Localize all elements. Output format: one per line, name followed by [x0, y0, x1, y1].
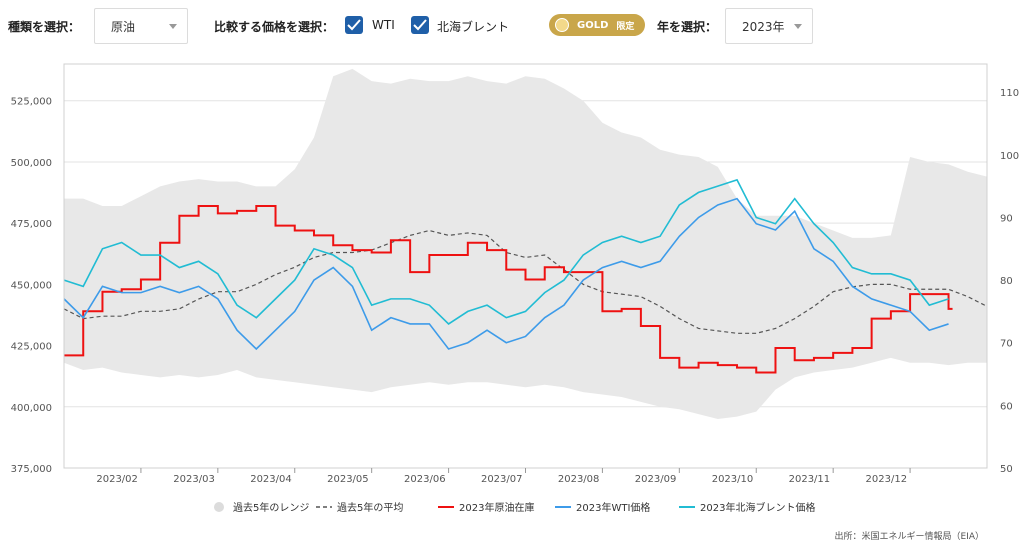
y-left-tick-label: 525,000: [11, 97, 52, 108]
year-select[interactable]: 2023年: [725, 8, 813, 44]
gold-badge: GOLD 限定: [549, 14, 645, 36]
legend-label: 2023年北海ブレント価格: [700, 501, 815, 514]
legend-label: 2023年原油在庫: [459, 501, 534, 514]
y-left-tick-label: 375,000: [11, 464, 52, 475]
x-tick-label: 2023/04: [250, 474, 292, 485]
check-icon: [413, 19, 427, 31]
legend-item-inventory[interactable]: 2023年原油在庫: [438, 501, 534, 514]
year-select-value: 2023年: [742, 19, 785, 34]
wti-checkbox[interactable]: [345, 16, 363, 34]
gold-coin-icon: [555, 18, 569, 32]
x-tick-label: 2023/11: [789, 474, 831, 485]
legend-item-range[interactable]: 過去5年のレンジ: [214, 501, 309, 514]
brent-checkbox[interactable]: [411, 16, 429, 34]
x-tick-label: 2023/03: [173, 474, 215, 485]
gold-badge-limited: 限定: [616, 21, 635, 32]
chevron-down-icon: [169, 24, 177, 29]
x-axis: 2023/02 2023/03 2023/04 2023/05 2023/06 2023/…: [96, 468, 911, 485]
legend-label: 過去5年のレンジ: [233, 501, 309, 514]
five-year-average-line: [63, 229, 988, 334]
y-axis-right: 50 60 70 80 90 100 110: [1000, 88, 1019, 475]
chevron-down-icon: [794, 24, 802, 29]
legend-label: 過去5年の平均: [337, 501, 403, 514]
y-right-tick-label: 70: [1000, 339, 1013, 350]
check-icon: [347, 19, 361, 31]
inventory-2023-line: [64, 205, 953, 374]
type-select[interactable]: 原油: [94, 8, 188, 44]
y-right-tick-label: 50: [1000, 464, 1013, 475]
y-right-tick-label: 100: [1000, 151, 1019, 162]
legend-item-average[interactable]: 過去5年の平均: [316, 501, 403, 514]
x-tick-label: 2023/05: [327, 474, 369, 485]
x-tick-label: 2023/02: [96, 474, 138, 485]
data-source-note: 出所：米国エネルギー情報局（EIA）: [834, 532, 985, 542]
y-right-tick-label: 80: [1000, 276, 1013, 287]
wti-checkbox-label[interactable]: WTI: [372, 18, 395, 32]
legend-swatch: [214, 502, 224, 512]
x-tick-label: 2023/07: [481, 474, 523, 485]
y-right-tick-label: 60: [1000, 401, 1013, 412]
legend-label: 2023年WTI価格: [576, 501, 650, 514]
type-select-label: 種類を選択：: [8, 20, 81, 34]
x-tick-label: 2023/08: [558, 474, 600, 485]
y-left-tick-label: 450,000: [11, 280, 52, 291]
y-right-tick-label: 110: [1000, 88, 1019, 99]
chart-legend: 過去5年のレンジ 過去5年の平均 2023年原油在庫 2023年WTI価格 2023年北…: [214, 501, 815, 514]
brent-2023-line: [63, 178, 949, 325]
x-tick-label: 2023/10: [712, 474, 754, 485]
year-select-label: 年を選択：: [657, 20, 718, 34]
legend-item-brent[interactable]: 2023年北海ブレント価格: [679, 501, 815, 514]
brent-checkbox-label[interactable]: 北海ブレント: [437, 20, 510, 34]
gold-badge-text: GOLD: [577, 19, 609, 31]
x-tick-label: 2023/06: [404, 474, 446, 485]
y-left-tick-label: 475,000: [11, 219, 52, 230]
y-left-tick-label: 500,000: [11, 158, 52, 169]
y-axis-left: 375,000 400,000 425,000 450,000 475,000 500,0…: [11, 97, 52, 475]
x-tick-label: 2023/12: [866, 474, 908, 485]
y-left-tick-label: 400,000: [11, 403, 52, 414]
five-year-range-area: [64, 68, 987, 420]
y-left-tick-label: 425,000: [11, 342, 52, 353]
wti-2023-line: [63, 197, 949, 351]
filter-toolbar: 種類を選択： 原油 比較する価格を選択： WTI 北海ブレント GOLD 限定 …: [0, 0, 1024, 50]
oil-inventory-chart: 375,000 400,000 425,000 450,000 475,000 500,0…: [11, 63, 1019, 514]
y-right-tick-label: 90: [1000, 213, 1013, 224]
legend-item-wti[interactable]: 2023年WTI価格: [555, 501, 650, 514]
x-tick-label: 2023/09: [635, 474, 677, 485]
compare-label: 比較する価格を選択：: [214, 20, 335, 34]
type-select-value: 原油: [111, 19, 136, 34]
